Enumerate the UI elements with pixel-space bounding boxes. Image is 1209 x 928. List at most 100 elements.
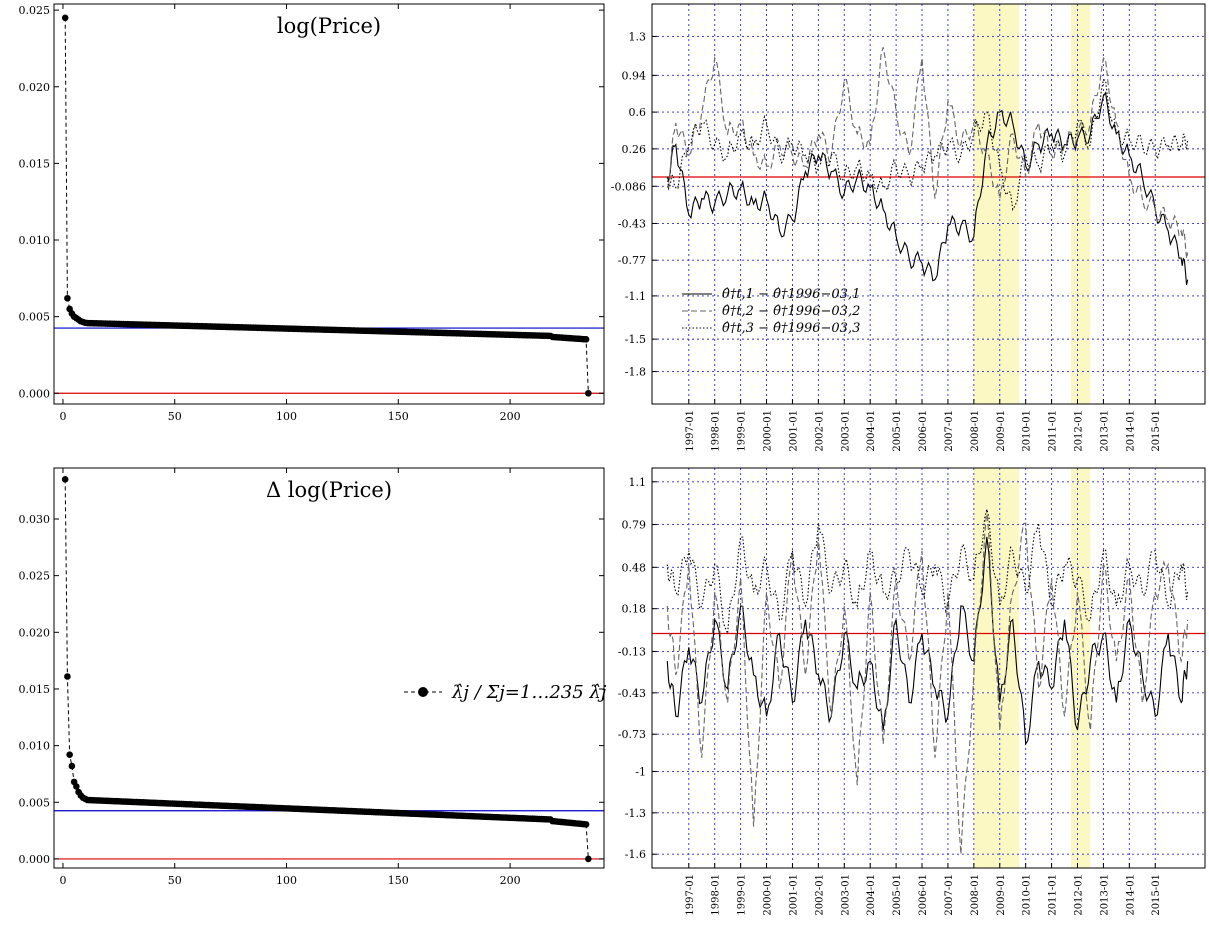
x-tick-label: 2013-01 bbox=[1099, 874, 1110, 916]
x-tick-label: 0 bbox=[59, 874, 66, 887]
x-tick-label: 2001-01 bbox=[788, 410, 799, 452]
series-line-2 bbox=[666, 47, 1189, 259]
y-tick-label: -0.086 bbox=[611, 180, 646, 193]
series-line-2 bbox=[666, 509, 1189, 855]
x-tick-label: 2010-01 bbox=[1022, 874, 1033, 916]
x-tick-label: 200 bbox=[500, 410, 521, 423]
eigen-ratio-point bbox=[64, 673, 71, 680]
series-line-3 bbox=[666, 509, 1189, 634]
plot-frame bbox=[53, 467, 605, 869]
x-tick-label: 2004-01 bbox=[866, 874, 877, 916]
y-tick-label: -0.77 bbox=[618, 254, 646, 267]
x-tick-label: 2003-01 bbox=[840, 410, 851, 452]
x-tick-label: 2002-01 bbox=[814, 410, 825, 452]
y-tick-label: 0.000 bbox=[19, 853, 51, 866]
y-tick-label: 0.020 bbox=[19, 81, 51, 94]
y-tick-label: -1.6 bbox=[625, 848, 646, 861]
x-tick-label: 2005-01 bbox=[892, 410, 903, 452]
x-tick-label: 0 bbox=[59, 410, 66, 423]
x-tick-label: 2005-01 bbox=[892, 874, 903, 916]
y-tick-label: 0.025 bbox=[19, 570, 51, 583]
x-tick-label: 150 bbox=[388, 874, 409, 887]
x-tick-label: 1999-01 bbox=[737, 874, 748, 916]
y-tick-label: 0.000 bbox=[19, 387, 51, 400]
y-tick-label: -1.5 bbox=[625, 333, 646, 346]
x-tick-label: 1999-01 bbox=[737, 410, 748, 452]
x-tick-label: 2013-01 bbox=[1099, 410, 1110, 452]
x-tick-label: 100 bbox=[276, 410, 297, 423]
x-tick-label: 2014-01 bbox=[1125, 874, 1136, 916]
x-tick-label: 2015-01 bbox=[1151, 410, 1162, 452]
x-tick-label: 2011-01 bbox=[1048, 410, 1059, 452]
y-tick-label: 0.005 bbox=[19, 311, 51, 324]
eigen-ratio-points bbox=[61, 476, 592, 863]
eigen-ratio-point bbox=[582, 821, 590, 828]
x-tick-label: 2000-01 bbox=[763, 874, 774, 916]
y-tick-label: -0.43 bbox=[618, 687, 646, 700]
x-tick-label: 2014-01 bbox=[1125, 410, 1136, 452]
x-tick-label: 2009-01 bbox=[996, 410, 1007, 452]
x-tick-label: 2008-01 bbox=[970, 874, 981, 916]
x-tick-label: 2010-01 bbox=[1022, 410, 1033, 452]
x-tick-label: 50 bbox=[168, 410, 182, 423]
y-tick-label: 0.94 bbox=[622, 69, 647, 82]
x-tick-label: 2006-01 bbox=[918, 874, 929, 916]
eigen-ratio-point bbox=[582, 336, 590, 343]
x-tick-label: 2015-01 bbox=[1151, 874, 1162, 916]
y-tick-label: -1.8 bbox=[625, 366, 646, 379]
x-tick-label: 2008-01 bbox=[970, 410, 981, 452]
eigen-ratio-point bbox=[66, 751, 73, 758]
x-tick-label: 1998-01 bbox=[711, 874, 722, 916]
y-tick-label: 0.015 bbox=[19, 157, 51, 170]
eigen-ratio-point bbox=[73, 783, 80, 790]
x-tick-label: 1997-01 bbox=[685, 874, 696, 916]
bottom-right-panel: 1.1 0.79 0.48 0.18 -0.13 -0.43 -0.73 -1 -1.3 -1.6… bbox=[618, 467, 1206, 916]
recession-shading bbox=[1071, 4, 1091, 404]
series-line-1 bbox=[666, 536, 1189, 746]
eigen-ratio-point bbox=[64, 294, 71, 302]
y-tick-label: -1.1 bbox=[625, 290, 646, 303]
y-tick-label: 0.48 bbox=[622, 561, 647, 574]
series-line-1 bbox=[666, 91, 1189, 286]
bottom-left-panel: 0 50 100 150 200 0.000 0.005 0.010 0.015 0.020 0.0… bbox=[19, 467, 607, 887]
eigen-ratio-points bbox=[61, 14, 592, 397]
legend-label: θ̂†t,1 − θ̂†1996−03,1 bbox=[722, 287, 860, 302]
eigen-ratio-point bbox=[61, 14, 69, 22]
legend-label: θ̂†t,2 − θ̂†1996−03,2 bbox=[722, 304, 860, 319]
y-tick-label: 0.010 bbox=[19, 234, 51, 247]
x-tick-label: 2002-01 bbox=[814, 874, 825, 916]
x-tick-label: 200 bbox=[500, 874, 521, 887]
plot-frame bbox=[651, 467, 1206, 869]
x-tick-label: 2009-01 bbox=[996, 874, 1007, 916]
x-tick-label: 2006-01 bbox=[918, 410, 929, 452]
x-tick-label: 2001-01 bbox=[788, 874, 799, 916]
y-tick-label: 0.79 bbox=[622, 519, 647, 532]
y-tick-label: 0.18 bbox=[622, 603, 647, 616]
y-tick-label: 0.26 bbox=[622, 143, 647, 156]
y-tick-label: 0.6 bbox=[629, 106, 647, 119]
x-tick-label: 2000-01 bbox=[763, 410, 774, 452]
x-tick-label: 100 bbox=[276, 874, 297, 887]
eigen-ratio-point bbox=[585, 389, 592, 397]
y-tick-label: 1.3 bbox=[629, 30, 647, 43]
panel-title: Δ log(Price) bbox=[266, 478, 392, 502]
x-tick-label: 2007-01 bbox=[944, 410, 955, 452]
x-tick-label: 1998-01 bbox=[711, 410, 722, 452]
y-tick-label: -0.13 bbox=[618, 645, 646, 658]
top-left-panel: 0 50 100 150 200 0.000 0.005 0.010 0.015 0.020 0.0… bbox=[19, 3, 605, 423]
x-tick-label: 50 bbox=[168, 874, 182, 887]
x-tick-label: 2012-01 bbox=[1074, 410, 1085, 452]
y-tick-label: 0.025 bbox=[19, 4, 51, 17]
top-right-panel: 1.3 0.94 0.6 0.26 -0.086 -0.43 -0.77 -1.1 -1.5 -1… bbox=[611, 3, 1206, 452]
y-tick-label: 0.010 bbox=[19, 740, 51, 753]
y-tick-label: -0.43 bbox=[618, 217, 646, 230]
y-tick-label: 0.030 bbox=[19, 513, 51, 526]
eigen-ratio-point bbox=[61, 476, 69, 483]
eigen-ratio-point bbox=[585, 855, 592, 863]
x-tick-label: 2011-01 bbox=[1048, 874, 1059, 916]
plot-frame bbox=[651, 3, 1206, 405]
x-tick-label: 2007-01 bbox=[944, 874, 955, 916]
y-tick-label: 0.005 bbox=[19, 796, 51, 809]
y-tick-label: -1 bbox=[635, 765, 646, 778]
